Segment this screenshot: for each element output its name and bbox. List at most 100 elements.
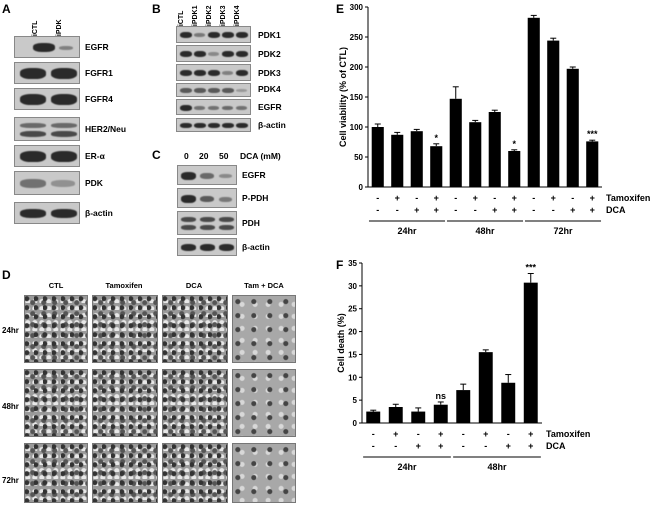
protein-label: HER2/Neu [85, 124, 127, 134]
blot-strip [176, 118, 251, 132]
dca-sign: - [484, 441, 487, 451]
chart-e-viability: 0 50 100 150 200 250 300 Cell viability (% of C… [338, 3, 650, 236]
bar [586, 141, 599, 187]
bar [523, 282, 538, 423]
bar [508, 151, 521, 187]
dca-sign: + [512, 205, 517, 215]
blot-strip [176, 83, 251, 97]
blot-strip [14, 117, 80, 141]
tamoxifen-sign: + [590, 193, 595, 203]
tamoxifen-sign: + [551, 193, 556, 203]
dca-sign: + [434, 205, 439, 215]
bar [411, 411, 426, 423]
dca-sign: - [462, 441, 465, 451]
blot-strip [176, 99, 251, 115]
protein-label: PDK [85, 178, 103, 188]
significance-label: *** [587, 129, 598, 139]
dca-sign: + [506, 441, 511, 451]
micrograph [92, 443, 158, 503]
group-label: 72hr [553, 226, 573, 236]
blot-strip [14, 171, 80, 195]
dose-label: 20 [199, 151, 209, 161]
dca-sign: + [528, 441, 533, 451]
blot-strip [177, 211, 237, 235]
dca-sign: + [416, 441, 421, 451]
dca-sign: + [570, 205, 575, 215]
y-tick-label: 50 [354, 153, 363, 162]
tamoxifen-sign: + [528, 429, 533, 439]
dca-sign: - [454, 205, 457, 215]
blot-strip [177, 238, 237, 256]
protein-label: β-actin [242, 242, 270, 252]
blot-strip [176, 26, 251, 43]
y-tick-label: 0 [353, 419, 358, 428]
micrograph [162, 295, 228, 363]
bar [449, 98, 462, 187]
y-tick-label: 20 [348, 328, 357, 337]
protein-label: EGFR [85, 42, 109, 52]
y-tick-label: 25 [348, 305, 357, 314]
y-tick-label: 250 [350, 33, 364, 42]
dca-sign: + [438, 441, 443, 451]
bar [547, 40, 560, 187]
bar [366, 411, 381, 423]
tamoxifen-sign: + [473, 193, 478, 203]
protein-label: FGFR4 [85, 94, 113, 104]
bar [430, 146, 443, 187]
micrograph [92, 369, 158, 437]
dca-dose-unit: DCA (mM) [240, 151, 281, 161]
significance-label: ns [435, 391, 446, 401]
bar [388, 407, 403, 423]
group-label: 48hr [475, 226, 495, 236]
tamoxifen-sign: - [532, 193, 535, 203]
dose-label: 0 [184, 151, 189, 161]
protein-label: PDK3 [258, 68, 281, 78]
tamoxifen-sign: - [493, 193, 496, 203]
panel-label-f: F [336, 258, 344, 272]
y-tick-label: 10 [348, 373, 357, 382]
bar [527, 17, 540, 187]
dca-sign: + [492, 205, 497, 215]
blot-strip [14, 88, 80, 110]
bar [566, 68, 579, 187]
panel-label-b: B [152, 2, 161, 16]
micrograph [24, 295, 88, 363]
tamoxifen-sign: - [507, 429, 510, 439]
tamoxifen-sign: - [571, 193, 574, 203]
column-label: Tam + DCA [244, 281, 284, 290]
y-tick-label: 35 [348, 259, 357, 268]
row-label-dca: DCA [546, 441, 566, 451]
tamoxifen-sign: + [483, 429, 488, 439]
protein-label: PDK1 [258, 30, 281, 40]
micrograph [232, 295, 296, 363]
micrograph [232, 369, 296, 437]
dca-sign: - [372, 441, 375, 451]
blot-strip [176, 45, 251, 62]
significance-label: *** [525, 263, 536, 273]
bar [469, 122, 482, 187]
panel-label-a: A [2, 2, 11, 16]
bar [371, 127, 384, 187]
significance-label: * [434, 133, 438, 143]
protein-label: EGFR [258, 102, 282, 112]
column-label: CTL [48, 281, 64, 290]
column-label: DCA [185, 281, 203, 290]
y-tick-label: 15 [348, 350, 357, 359]
bar [478, 352, 493, 423]
micrograph [162, 443, 228, 503]
y-axis-label: Cell death (%) [336, 313, 346, 373]
dca-sign: + [590, 205, 595, 215]
tamoxifen-sign: - [454, 193, 457, 203]
blot-strip [14, 145, 80, 167]
tamoxifen-sign: + [438, 429, 443, 439]
row-label-dca: DCA [606, 205, 626, 215]
micrograph [24, 443, 88, 503]
blot-strip [14, 62, 80, 84]
micrograph [92, 295, 158, 363]
tamoxifen-sign: - [415, 193, 418, 203]
group-label: 24hr [397, 226, 417, 236]
dca-sign: + [414, 205, 419, 215]
blot-strip [177, 188, 237, 208]
protein-label: PDH [242, 218, 260, 228]
